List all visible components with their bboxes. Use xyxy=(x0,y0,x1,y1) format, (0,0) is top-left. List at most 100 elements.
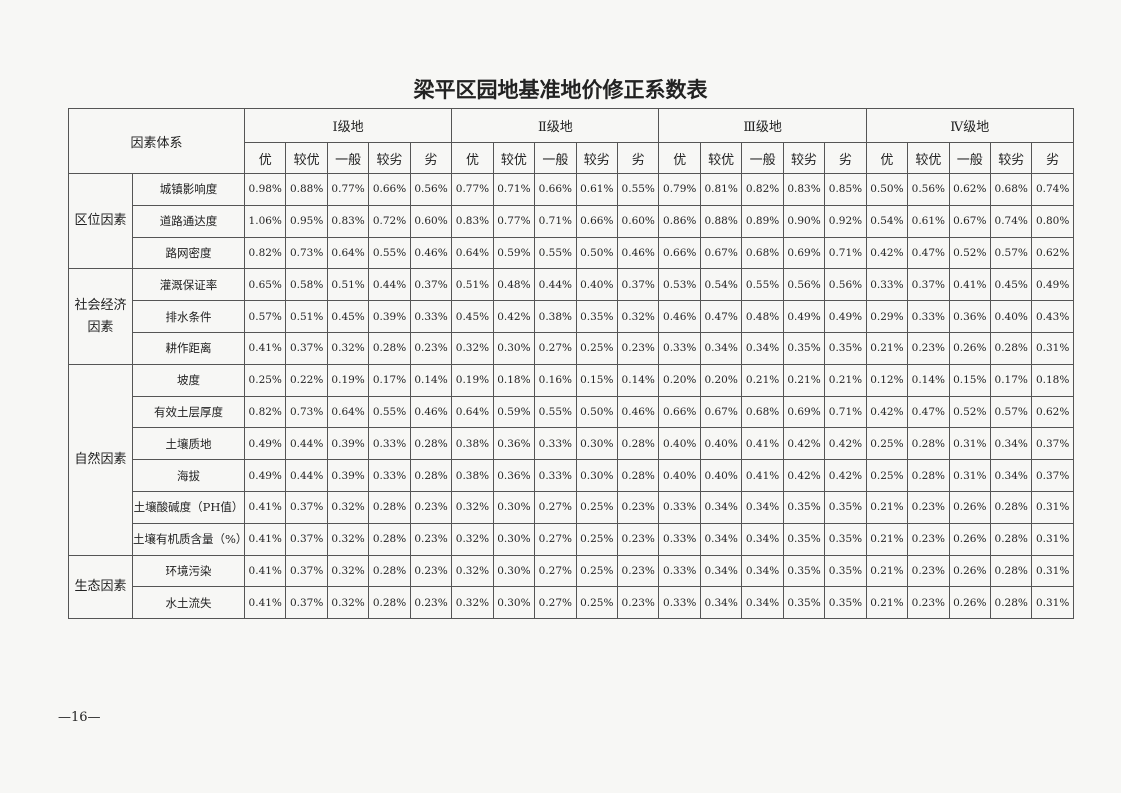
coefficient: 0.55% xyxy=(534,395,577,429)
coefficient: 0.25% xyxy=(575,586,618,620)
coefficient: 0.25% xyxy=(244,363,287,397)
coefficient: 0.45% xyxy=(989,268,1033,302)
coefficient: 0.50% xyxy=(575,395,618,429)
coefficient: 0.35% xyxy=(782,331,826,365)
coefficient: 0.35% xyxy=(824,331,867,365)
coefficient: 0.34% xyxy=(741,554,784,588)
coefficient: 0.33% xyxy=(907,300,950,333)
coefficient: 0.31% xyxy=(1031,331,1074,365)
coefficient: 0.42% xyxy=(865,236,909,270)
coefficient: 0.57% xyxy=(244,300,287,333)
coefficient: 0.34% xyxy=(699,554,743,588)
coefficient: 0.71% xyxy=(824,236,867,270)
coefficient: 0.32% xyxy=(451,586,494,620)
coefficient: 0.38% xyxy=(451,427,494,461)
table-row: 区位因素 城镇影响度 0.98% 0.88% 0.77% 0.66% 0.56% 0.77% 0… xyxy=(68,172,1074,270)
coefficient: 0.30% xyxy=(492,554,536,588)
coefficient: 0.21% xyxy=(865,522,909,556)
level-header: 优 xyxy=(244,142,287,174)
level-header: 一般 xyxy=(948,142,992,174)
level-header: 较劣 xyxy=(575,142,618,174)
coefficient: 0.34% xyxy=(699,331,743,365)
coefficient: 0.27% xyxy=(534,554,577,588)
factor-name: 海拔 xyxy=(131,459,246,492)
coefficient: 0.90% xyxy=(782,204,826,238)
coefficient: 0.23% xyxy=(409,522,453,556)
factor-name: 水土流失 xyxy=(131,586,246,620)
coefficient: 0.23% xyxy=(409,586,453,620)
table-row: 有效土层厚度 0.82% 0.73% 0.64% 0.55% 0.46% 0.64% 0.59… xyxy=(69,395,1074,429)
coefficient: 0.28% xyxy=(907,427,950,461)
coefficient: 0.22% xyxy=(285,363,328,397)
coefficient: 0.44% xyxy=(285,459,328,492)
coefficient: 0.57% xyxy=(989,236,1033,270)
coefficient: 0.31% xyxy=(948,427,992,461)
coefficient: 0.82% xyxy=(244,236,287,270)
table-row: 排水条件 0.57% 0.51% 0.45% 0.39% 0.33% 0.45% 0.42% 0… xyxy=(69,300,1074,333)
factor-name: 道路通达度 xyxy=(131,204,246,238)
coefficient: 0.46% xyxy=(616,236,660,270)
coefficient: 0.39% xyxy=(368,300,411,333)
coefficient: 0.17% xyxy=(989,363,1033,397)
coefficient: 0.56% xyxy=(824,268,867,302)
group-name: 生态因素 xyxy=(68,554,133,620)
coefficient: 0.32% xyxy=(451,490,494,524)
coefficient: 0.35% xyxy=(824,490,867,524)
coefficient: 0.67% xyxy=(699,395,743,429)
level-header: 优 xyxy=(451,142,494,174)
coefficient: 0.41% xyxy=(948,268,992,302)
coefficient: 0.47% xyxy=(699,300,743,333)
coefficient: 0.67% xyxy=(948,204,992,238)
coefficient: 0.34% xyxy=(699,490,743,524)
coefficient: 0.33% xyxy=(658,490,701,524)
coefficient: 0.27% xyxy=(534,490,577,524)
coefficient: 0.31% xyxy=(1031,554,1074,588)
coefficient: 0.79% xyxy=(658,173,701,206)
group-name: 区位因素 xyxy=(68,172,133,270)
level-header: 较劣 xyxy=(368,142,411,174)
coefficient: 0.28% xyxy=(989,331,1033,365)
coefficient: 0.67% xyxy=(699,236,743,270)
coefficient: 0.64% xyxy=(451,395,494,429)
coefficient: 0.65% xyxy=(244,268,287,302)
coefficient: 0.37% xyxy=(616,268,660,302)
coefficient: 0.23% xyxy=(616,331,660,365)
table-row: 优较优 一般 较劣劣优较优 一般 较劣劣优较优 一般 较劣劣优较优 一般 较劣劣 xyxy=(69,142,1074,174)
factor-name: 土壤有机质含量（%） xyxy=(131,522,246,556)
table-row: 土壤质地 0.49% 0.44% 0.39% 0.33% 0.28% 0.38% 0.36% 0… xyxy=(69,427,1074,461)
coefficient: 0.35% xyxy=(824,522,867,556)
factor-name: 城镇影响度 xyxy=(131,173,246,206)
coefficient: 0.28% xyxy=(907,459,950,492)
coefficient: 0.35% xyxy=(824,586,867,620)
coefficient: 0.45% xyxy=(451,300,494,333)
coefficient: 0.33% xyxy=(534,459,577,492)
coefficient: 0.98% xyxy=(244,173,287,206)
coefficient: 0.92% xyxy=(824,204,867,238)
coefficient: 0.29% xyxy=(865,300,909,333)
coefficient: 0.47% xyxy=(907,236,950,270)
coefficient: 0.66% xyxy=(658,236,701,270)
coefficient: 0.33% xyxy=(368,427,411,461)
coefficient: 0.17% xyxy=(368,363,411,397)
coefficient: 0.21% xyxy=(824,363,867,397)
coefficient: 0.37% xyxy=(285,554,328,588)
coefficient: 0.28% xyxy=(368,522,411,556)
coefficient: 0.28% xyxy=(368,586,411,620)
coefficient: 0.36% xyxy=(492,427,536,461)
coefficient: 0.66% xyxy=(658,395,701,429)
coefficient: 0.37% xyxy=(409,268,453,302)
coefficient: 0.33% xyxy=(658,522,701,556)
coefficient: 0.23% xyxy=(907,331,950,365)
coefficient: 0.45% xyxy=(326,300,370,333)
coefficient: 0.19% xyxy=(326,363,370,397)
coefficient: 0.16% xyxy=(534,363,577,397)
coefficient: 0.56% xyxy=(907,173,950,206)
coefficient: 0.51% xyxy=(285,300,328,333)
coefficient: 0.52% xyxy=(948,236,992,270)
coefficient: 0.74% xyxy=(1031,173,1074,206)
level-header: 一般 xyxy=(326,142,370,174)
coefficient: 0.14% xyxy=(616,363,660,397)
coefficient: 0.23% xyxy=(616,586,660,620)
coefficient: 0.41% xyxy=(244,554,287,588)
coefficient: 0.37% xyxy=(285,522,328,556)
